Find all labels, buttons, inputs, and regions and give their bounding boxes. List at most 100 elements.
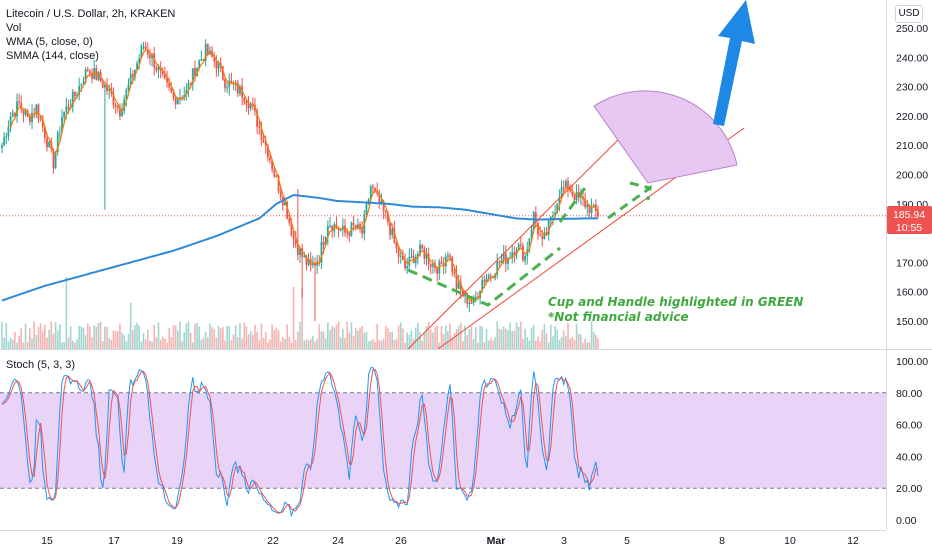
stoch-tick-label: 100.00 [896, 356, 928, 368]
candle-body [142, 46, 145, 48]
candle-body [88, 71, 91, 73]
candle-body [558, 197, 561, 204]
price-pane[interactable] [0, 39, 886, 349]
candle-body [48, 141, 51, 148]
candle [273, 167, 276, 179]
stoch-legend[interactable]: Stoch (5, 3, 3) [6, 359, 76, 371]
volume-bar [414, 327, 417, 349]
candle [181, 95, 183, 101]
legend-vol[interactable]: Vol [6, 22, 22, 34]
candle-body [37, 104, 40, 119]
candle [344, 218, 346, 237]
volume-bar [247, 334, 250, 349]
legend-smma[interactable]: SMMA (144, close) [6, 50, 99, 62]
candle-body [290, 222, 293, 236]
candle-body [331, 225, 334, 232]
candle [292, 230, 295, 248]
candle [376, 182, 379, 197]
volume-bar [209, 323, 211, 349]
price-tick-label: 160.00 [896, 287, 928, 299]
price-tick-label: 250.00 [896, 23, 928, 35]
candle-body [129, 74, 132, 85]
volume-bar [110, 339, 113, 349]
candle-body [61, 117, 63, 133]
wma-line [10, 49, 599, 302]
volume-bar [526, 337, 529, 349]
volume-bar [104, 326, 106, 349]
candle-body [569, 189, 572, 192]
volume-bar [116, 330, 119, 349]
candle-body [243, 97, 246, 103]
candle-body [104, 85, 106, 88]
volume-bar [134, 325, 136, 349]
candle [389, 221, 391, 241]
volume-bar [331, 326, 333, 349]
volume-bar [282, 337, 284, 349]
time-tick-label: 24 [332, 535, 344, 547]
candle-body [502, 253, 505, 261]
volume-bar [204, 331, 207, 349]
candle-body [138, 58, 141, 64]
volume-bar [590, 321, 593, 349]
candle-body [119, 107, 121, 117]
volume-bar [442, 333, 445, 349]
candle [187, 79, 190, 98]
volume-bar [322, 331, 325, 349]
stochastic-pane[interactable] [0, 366, 886, 518]
candle-body [337, 228, 340, 231]
symbol-title[interactable]: Litecoin / U.S. Dollar, 2h, KRAKEN [6, 8, 176, 20]
volume-bar [384, 326, 387, 349]
candle-body [279, 191, 282, 197]
candle-body [522, 245, 524, 261]
candle [249, 101, 252, 112]
candle [56, 129, 59, 156]
candle [9, 112, 12, 133]
volume-bar [181, 340, 183, 349]
candle-body [24, 111, 27, 115]
candle-body [215, 61, 218, 69]
candle-body [296, 244, 299, 255]
candle-body [185, 89, 188, 95]
candle-body [288, 218, 291, 223]
volume-bar [427, 321, 430, 349]
candle-body [447, 255, 449, 257]
legend-wma[interactable]: WMA (5, close, 0) [6, 36, 93, 48]
candle [88, 68, 91, 78]
candle-body [11, 112, 14, 117]
candle-body [67, 106, 70, 109]
volume-bar [391, 331, 393, 349]
volume-bar [374, 341, 376, 349]
candle-body [449, 255, 451, 258]
volume-bar [172, 325, 175, 349]
volume-bar [376, 323, 378, 349]
volume-bar [419, 332, 421, 349]
candle-body [91, 72, 93, 79]
candle-body [307, 259, 310, 265]
candle [414, 253, 417, 269]
candle-body [35, 104, 38, 114]
candle-body [206, 44, 209, 55]
volume-bar [432, 332, 434, 349]
candle-body [168, 82, 171, 88]
price-tick-label: 170.00 [896, 257, 928, 269]
candle [459, 275, 462, 299]
volume-bar [500, 329, 503, 349]
candle [5, 132, 8, 145]
candle-body [228, 80, 231, 88]
volume-bar [397, 325, 400, 349]
volume-bar [241, 338, 243, 349]
candle [189, 82, 192, 86]
candle-body [31, 112, 33, 123]
candle-body [271, 160, 274, 170]
volume-bar [183, 332, 186, 349]
candle-body [266, 145, 269, 158]
candle [20, 95, 23, 114]
volume-bar [509, 322, 511, 349]
volume-bar [438, 342, 441, 349]
candle-body [468, 302, 471, 304]
currency-button[interactable]: USD [895, 5, 923, 23]
candle-body [258, 126, 261, 128]
volume-bar [63, 342, 65, 349]
candle-body [556, 203, 559, 213]
